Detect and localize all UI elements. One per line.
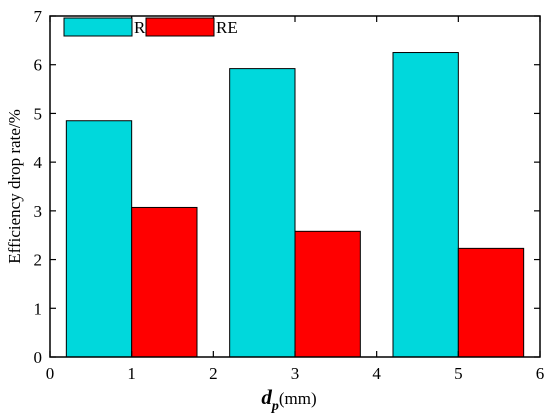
y-tick-label-3: 3 — [34, 202, 43, 221]
x-tick-label-6: 6 — [536, 364, 545, 383]
legend-swatch-re — [145, 17, 215, 37]
bar-re-2 — [294, 230, 361, 358]
legend: RHRE — [63, 17, 238, 37]
bar-re-1 — [131, 206, 198, 358]
y-axis-title: Efficiency drop rate/% — [5, 109, 24, 264]
y-tick-label-4: 4 — [34, 153, 43, 172]
x-tick-label-0: 0 — [46, 364, 55, 383]
bar-re-3 — [457, 247, 525, 358]
x-tick-label-3: 3 — [291, 364, 300, 383]
y-tick-label-7: 7 — [34, 7, 43, 26]
y-tick-label-2: 2 — [34, 251, 43, 270]
bar-rh-3 — [392, 52, 459, 358]
x-axis-title-unit: (mm) — [279, 389, 317, 408]
x-axis-title-sub: p — [271, 399, 279, 414]
bar-rh-2 — [229, 68, 296, 358]
x-axis-title: dp(mm) — [261, 385, 316, 414]
y-tick-label-0: 0 — [34, 348, 43, 367]
x-tick-label-5: 5 — [454, 364, 463, 383]
legend-label-re: RE — [216, 18, 238, 37]
legend-swatch-rh — [63, 17, 133, 37]
x-tick-label-2: 2 — [209, 364, 218, 383]
bars-layer — [65, 52, 525, 358]
bar-rh-1 — [65, 120, 133, 358]
x-tick-label-4: 4 — [372, 364, 381, 383]
x-tick-label-1: 1 — [127, 364, 136, 383]
ticks-layer: 0 1 2 3 4 5 6 0 1 2 3 4 5 6 7 — [34, 7, 545, 383]
y-tick-label-1: 1 — [34, 299, 43, 318]
y-tick-label-5: 5 — [34, 104, 43, 123]
x-axis-title-main: d — [261, 385, 272, 409]
y-tick-label-6: 6 — [34, 56, 43, 75]
